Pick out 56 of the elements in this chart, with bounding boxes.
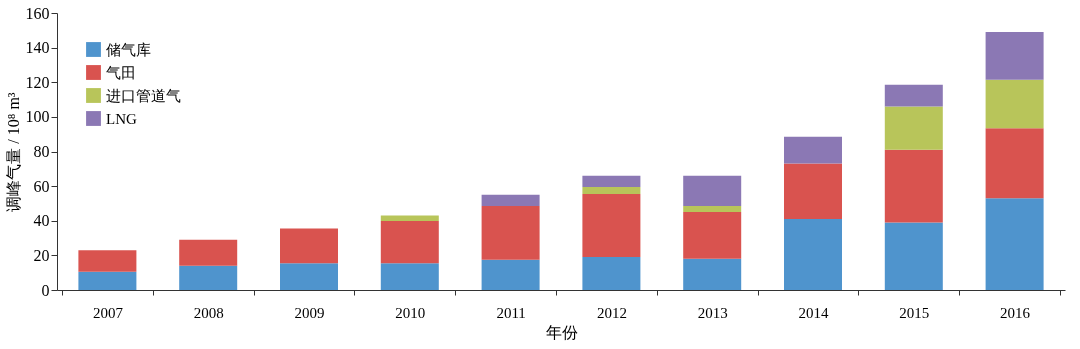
y-tick-label: 20	[33, 246, 50, 264]
bar	[582, 193, 641, 258]
bar	[784, 219, 842, 290]
legend-label: 进口管道气	[106, 87, 181, 104]
bar	[985, 32, 1044, 80]
bar	[78, 250, 137, 272]
y-tick-label: 140	[25, 39, 50, 57]
x-tick-label: 2010	[395, 304, 426, 321]
x-tick-label: 2015	[899, 304, 930, 321]
bar	[683, 175, 742, 207]
bar	[784, 163, 842, 220]
y-tick-label: 160	[25, 4, 50, 22]
x-tick-label: 2007	[92, 304, 124, 321]
x-axis-title: 年份	[545, 323, 578, 341]
legend-label: 气田	[106, 64, 136, 81]
legend-label: 储气库	[106, 41, 151, 58]
x-tick-label: 2008	[193, 304, 224, 321]
bar	[683, 212, 742, 259]
bar	[884, 222, 943, 290]
y-tick-label: 120	[25, 73, 50, 91]
x-tick-label: 2014	[798, 304, 829, 321]
y-tick-label: 60	[33, 177, 50, 195]
bar	[481, 206, 540, 260]
y-tick-label: 80	[33, 143, 50, 160]
x-tick-label: 2013	[697, 304, 728, 321]
bar	[179, 239, 238, 266]
bar	[280, 263, 338, 290]
y-axis-title: 调峰气量 / 10⁸ m³	[4, 92, 22, 212]
bar	[481, 194, 540, 207]
bar	[582, 257, 641, 290]
bar	[683, 258, 742, 290]
x-tick-label: 2012	[596, 304, 627, 321]
bar	[380, 263, 439, 290]
bar	[985, 198, 1044, 290]
bar	[884, 84, 943, 107]
bar	[380, 215, 439, 222]
bar	[582, 186, 641, 194]
bar	[884, 149, 943, 223]
bar	[78, 271, 137, 290]
y-tick-label: 0	[41, 281, 50, 299]
bar	[179, 265, 238, 290]
bar	[784, 136, 842, 164]
bar	[280, 228, 338, 264]
y-tick-label: 100	[25, 108, 50, 126]
legend-label: LNG	[106, 110, 137, 127]
y-tick-label: 40	[33, 212, 50, 230]
bar	[985, 79, 1044, 129]
bar	[380, 221, 439, 264]
x-tick-label: 2016	[1000, 304, 1031, 321]
bar	[683, 206, 742, 213]
bar	[582, 175, 641, 187]
bar	[884, 106, 943, 150]
bar	[985, 128, 1044, 199]
x-tick-label: 2009	[294, 304, 325, 321]
x-tick-label: 2011	[496, 304, 526, 321]
bar	[481, 259, 540, 290]
